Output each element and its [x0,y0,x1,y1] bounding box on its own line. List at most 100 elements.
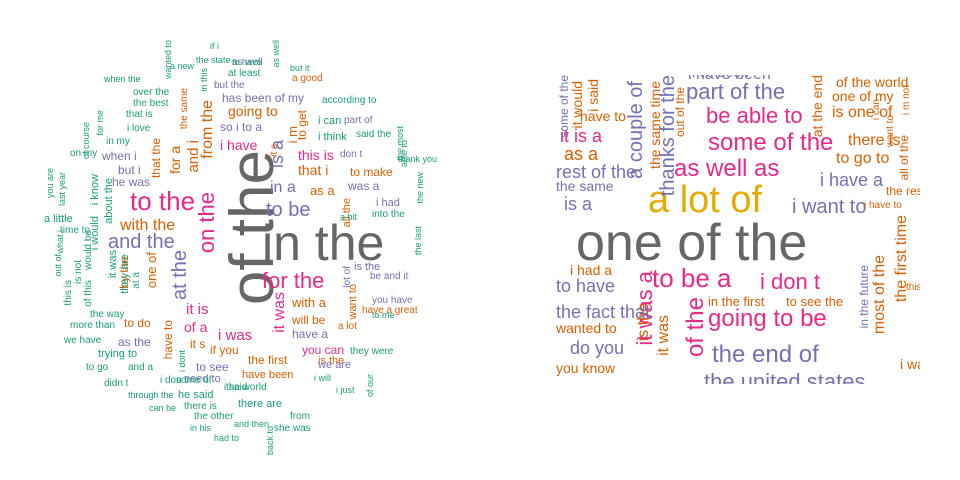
left-word: is the [354,261,381,273]
left-word: of a [184,319,208,335]
left-word: i had [376,197,400,209]
left-word: a bit [340,212,358,222]
right-word: there is [848,132,901,149]
left-word: i have [220,137,258,153]
left-word: trying to [98,348,138,360]
right-word: as a [564,144,599,164]
left-word: you can [302,343,345,357]
left-word: more than [70,320,116,331]
left-word: for the [262,268,325,293]
left-word: they were [350,346,394,357]
right-word: out of the [673,87,687,138]
right-word: to go to [836,150,890,167]
left-word: it was [271,292,288,333]
right-word: i can [871,99,882,121]
left-word: would be [83,230,94,271]
left-word: didn t [104,378,129,389]
left-word: we have [64,335,102,346]
left-word: to the [130,186,196,216]
left-word: have to [161,320,175,360]
left-word: there is [184,401,217,412]
left-word: one of [144,252,159,289]
left-word: the best [133,98,169,109]
right-word: one of my [832,88,894,104]
right-word: i ve been [692,75,749,79]
left-word: the other [194,411,234,422]
left-word: was a [348,179,380,193]
left-word: at a [131,272,142,289]
left-word: i dont [177,350,187,373]
left-word: into the [372,209,405,220]
left-word: at least [228,68,261,79]
left-word: will be [292,313,326,327]
right-word: do you [570,338,625,358]
left-word: the way [90,309,125,320]
left-word: a lot [338,321,357,332]
left-word: going to [228,103,278,119]
left-word: and then [234,419,270,429]
right-word: i don t [760,269,820,294]
left-word: wanted to [163,40,173,80]
left-word: in my [106,136,130,147]
left-word: the state [196,55,231,65]
left-word: when the [104,74,141,84]
right-word: of the [682,297,709,358]
right-word: i was [900,356,920,372]
left-word: i don t [160,375,188,386]
left-word: the world [226,382,267,393]
right-word: some of the [708,129,834,156]
left-word: if you [210,343,239,357]
right-word: the end of [712,341,819,368]
left-word: but the [214,80,245,91]
left-word: of our [365,374,375,398]
right-word: the rest [886,184,920,198]
right-word: all of the [897,135,911,181]
left-word: last year [57,172,67,207]
left-word: need to [184,373,221,385]
left-word: a little [44,213,73,225]
left-word: thank you [398,154,438,164]
left-word: don t [340,149,363,160]
left-word: the new [415,172,425,204]
left-word: is not [73,260,84,284]
right-word: i m not [901,85,912,116]
right-word: is one of [832,104,893,121]
left-word: at the [169,250,191,301]
left-word: as well [232,57,263,68]
left-word: we are [318,359,352,371]
right-word: in the future [857,265,871,329]
left-word: for me [95,110,105,136]
left-word: have a [292,327,329,341]
left-word: but i [118,163,141,177]
left-word: time to [60,225,91,236]
left-word: in the [262,215,385,271]
word-cloud-left: in the of the to the on the for the and the at… [44,40,438,455]
left-word: to do [124,316,151,330]
left-word: i just [336,385,355,395]
right-word: at the end [809,75,825,138]
right-word: the united states [704,369,866,385]
right-word: is a [564,194,593,214]
left-word: said the [356,129,392,140]
left-word: it s [190,337,206,351]
left-word: out of [53,254,63,277]
left-word: has been of my [222,91,305,105]
left-word: it was [107,250,119,279]
right-word: the same [556,178,614,194]
left-word: can be [149,403,177,413]
left-word: that i [298,162,329,178]
right-word: of the world [836,75,909,90]
right-word: the same time [647,81,663,169]
left-word: you are [45,168,55,199]
left-word: as a [310,183,335,198]
left-word: he said [178,389,214,401]
left-word: a new [170,61,195,71]
left-word: i think [318,131,347,143]
left-word: some of [176,375,212,386]
left-word: when i [102,149,137,163]
left-word: to get [295,110,309,141]
right-word: wanted to [556,320,617,336]
left-word: to have [232,57,262,67]
left-word: on my [70,148,98,159]
right-word: going to be [708,305,827,332]
